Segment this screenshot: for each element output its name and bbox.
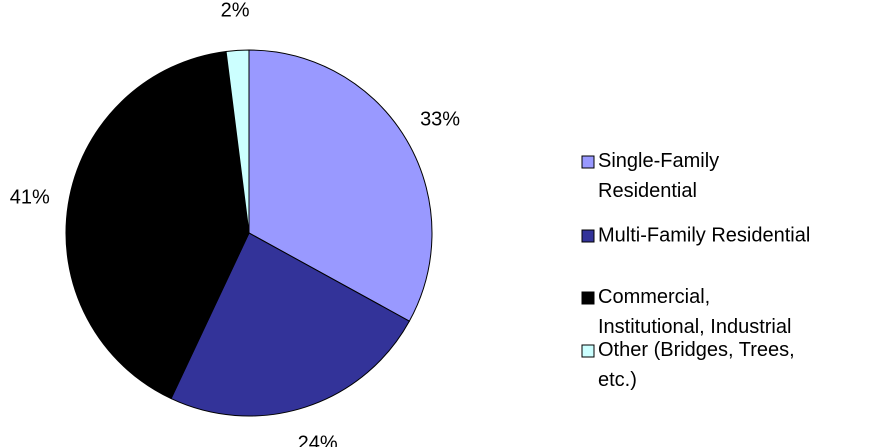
data-label: 2% <box>221 0 250 22</box>
legend-swatch <box>581 291 595 305</box>
legend-label: Single-Family Residential <box>598 150 719 202</box>
legend-label: Other (Bridges, Trees, etc.) <box>598 339 795 391</box>
pie-slice <box>170 232 411 417</box>
legend-label: Commercial, Institutional, Industrial <box>598 286 791 338</box>
legend-swatch <box>581 229 595 243</box>
data-label: 33% <box>420 108 460 130</box>
data-label: 41% <box>10 187 50 209</box>
legend-label: Multi-Family Residential <box>598 224 810 246</box>
data-label: 24% <box>298 432 338 447</box>
pie-slice <box>225 49 250 234</box>
legend-swatch <box>581 155 595 169</box>
pie-slice <box>65 50 250 400</box>
legend-swatch <box>581 344 595 358</box>
pie-slice <box>248 49 433 322</box>
